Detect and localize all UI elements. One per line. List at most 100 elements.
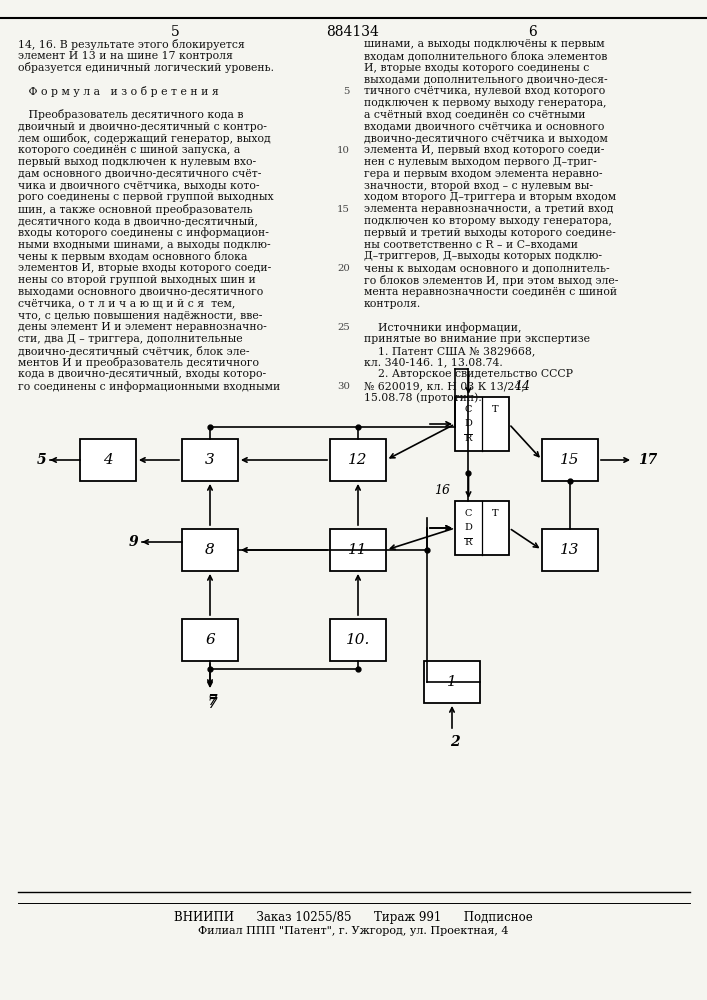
Text: входами двоичного счётчика и основного: входами двоичного счётчика и основного [364, 122, 604, 132]
Text: 10: 10 [337, 146, 350, 155]
Text: 14: 14 [514, 380, 530, 393]
Text: счётчика, о т л и ч а ю щ и й с я  тем,: счётчика, о т л и ч а ю щ и й с я тем, [18, 299, 235, 309]
Text: 6: 6 [205, 633, 215, 647]
Text: шинами, а выходы подключёны к первым: шинами, а выходы подключёны к первым [364, 39, 604, 49]
Text: сти, два Д – триггера, дополнительные: сти, два Д – триггера, дополнительные [18, 334, 243, 344]
Text: гера и первым входом элемента неравно-: гера и первым входом элемента неравно- [364, 169, 602, 179]
Text: № 620019, кл. Н 03 К 13/24,: № 620019, кл. Н 03 К 13/24, [364, 381, 525, 391]
Text: 20: 20 [337, 264, 350, 273]
Bar [542, 529, 598, 571]
Text: 7: 7 [207, 697, 217, 711]
Text: Д–триггеров, Д–выходы которых подклю-: Д–триггеров, Д–выходы которых подклю- [364, 251, 602, 261]
Text: 15.08.78 (прототип).: 15.08.78 (прототип). [364, 393, 481, 403]
Text: образуется единичный логический уровень.: образуется единичный логический уровень. [18, 62, 274, 73]
Text: входам дополнительного блока элементов: входам дополнительного блока элементов [364, 51, 607, 61]
Text: дены элемент И и элемент неравнозначно-: дены элемент И и элемент неравнозначно- [18, 322, 267, 332]
Bar [424, 661, 480, 703]
Text: 2. Авторское свидетельство СССР: 2. Авторское свидетельство СССР [364, 369, 573, 379]
Text: 1. Патент США № 3829668,: 1. Патент США № 3829668, [364, 346, 535, 356]
Text: выходами дополнительного двоично-деся-: выходами дополнительного двоично-деся- [364, 74, 607, 84]
Text: D: D [464, 524, 472, 532]
Text: тичного счётчика, нулевой вход которого: тичного счётчика, нулевой вход которого [364, 86, 605, 96]
Text: двоично-десятичный счётчик, блок эле-: двоично-десятичный счётчик, блок эле- [18, 345, 250, 356]
Text: Филиал ППП "Патент", г. Ужгород, ул. Проектная, 4: Филиал ППП "Патент", г. Ужгород, ул. Про… [198, 926, 508, 936]
Text: подключен ко второму выходу генератора,: подключен ко второму выходу генератора, [364, 216, 612, 226]
Bar [542, 439, 598, 481]
Bar [455, 501, 509, 555]
Text: которого соединён с шиной запуска, а: которого соединён с шиной запуска, а [18, 145, 240, 155]
Text: Ф о р м у л а   и з о б р е т е н и я: Ф о р м у л а и з о б р е т е н и я [18, 86, 218, 97]
Text: принятые во внимание при экспертизе: принятые во внимание при экспертизе [364, 334, 590, 344]
Text: ВНИИПИ      Заказ 10255/85      Тираж 991      Подписное: ВНИИПИ Заказ 10255/85 Тираж 991 Подписно… [174, 910, 532, 924]
Text: 4: 4 [103, 453, 113, 467]
Text: 16: 16 [434, 484, 450, 497]
Bar [182, 619, 238, 661]
Text: 30: 30 [337, 382, 350, 391]
Text: подключен к первому выходу генератора,: подключен к первому выходу генератора, [364, 98, 607, 108]
Text: чика и двоичного счётчика, выходы кото-: чика и двоичного счётчика, выходы кото- [18, 181, 259, 191]
Text: Преобразователь десятичного кода в: Преобразователь десятичного кода в [18, 109, 243, 120]
Text: первый и третий выходы которого соедине-: первый и третий выходы которого соедине- [364, 228, 616, 238]
Text: 6: 6 [529, 25, 537, 39]
Text: лем ошибок, содержащий генератор, выход: лем ошибок, содержащий генератор, выход [18, 133, 271, 144]
Text: 12: 12 [349, 453, 368, 467]
Text: ны соответственно с R – и С–входами: ны соответственно с R – и С–входами [364, 240, 578, 250]
Text: чены к первым входам основного блока: чены к первым входам основного блока [18, 251, 247, 262]
Text: элемента неравнозначности, а третий вход: элемента неравнозначности, а третий вход [364, 204, 614, 214]
Text: 15: 15 [560, 453, 580, 467]
Text: нены со второй группой выходных шин и: нены со второй группой выходных шин и [18, 275, 256, 285]
Text: 14, 16. В результате этого блокируется: 14, 16. В результате этого блокируется [18, 38, 245, 49]
Text: D: D [464, 420, 472, 428]
Text: двоично-десятичного счётчика и выходом: двоично-десятичного счётчика и выходом [364, 133, 608, 143]
Text: R: R [464, 434, 472, 443]
Text: элемент И 13 и на шине 17 контроля: элемент И 13 и на шине 17 контроля [18, 51, 233, 61]
Text: двоичный и двоично-десятичный с контро-: двоичный и двоично-десятичный с контро- [18, 122, 267, 132]
Text: R: R [464, 538, 472, 547]
Text: мента неравнозначности соединён с шиной: мента неравнозначности соединён с шиной [364, 287, 617, 297]
Text: ходом второго Д–триггера и вторым входом: ходом второго Д–триггера и вторым входом [364, 192, 616, 202]
Text: ными входными шинами, а выходы подклю-: ными входными шинами, а выходы подклю- [18, 240, 271, 250]
Text: контроля.: контроля. [364, 299, 421, 309]
Text: 17: 17 [638, 453, 658, 467]
Text: 2: 2 [450, 735, 460, 749]
Text: элементов И, вторые входы которого соеди-: элементов И, вторые входы которого соеди… [18, 263, 271, 273]
Bar [455, 397, 509, 451]
Text: рого соединены с первой группой выходных: рого соединены с первой группой выходных [18, 192, 274, 202]
Text: первый выход подключен к нулевым вхо-: первый выход подключен к нулевым вхо- [18, 157, 256, 167]
Text: 8: 8 [205, 543, 215, 557]
Bar [80, 439, 136, 481]
Text: 5: 5 [170, 25, 180, 39]
Text: кода в двоично-десятичный, входы которо-: кода в двоично-десятичный, входы которо- [18, 369, 266, 379]
Text: что, с целью повышения надёжности, вве-: что, с целью повышения надёжности, вве- [18, 310, 262, 320]
Bar [182, 439, 238, 481]
Text: И, вторые входы которого соединены с: И, вторые входы которого соединены с [364, 63, 589, 73]
Text: ментов И и преобразователь десятичного: ментов И и преобразователь десятичного [18, 357, 259, 368]
Text: 13: 13 [560, 543, 580, 557]
Text: го соединены с информационными входными: го соединены с информационными входными [18, 381, 280, 392]
Bar [330, 439, 386, 481]
Text: 884134: 884134 [327, 25, 380, 39]
Text: 25: 25 [337, 323, 350, 332]
Text: го блоков элементов И, при этом выход эле-: го блоков элементов И, при этом выход эл… [364, 274, 619, 286]
Text: C: C [464, 509, 472, 518]
Text: Источники информации,: Источники информации, [364, 322, 522, 333]
Text: T: T [492, 405, 499, 414]
Text: входы которого соединены с информацион-: входы которого соединены с информацион- [18, 227, 269, 238]
Bar [182, 529, 238, 571]
Text: дам основного двоично-десятичного счёт-: дам основного двоично-десятичного счёт- [18, 169, 262, 179]
Text: нен с нулевым выходом первого Д–триг-: нен с нулевым выходом первого Д–триг- [364, 157, 597, 167]
Text: чены к выходам основного и дополнитель-: чены к выходам основного и дополнитель- [364, 263, 609, 273]
Text: 5: 5 [344, 87, 350, 96]
Text: 11: 11 [349, 543, 368, 557]
Text: кл. 340-146. 1, 13.08.74.: кл. 340-146. 1, 13.08.74. [364, 358, 503, 368]
Text: значности, второй вход – с нулевым вы-: значности, второй вход – с нулевым вы- [364, 181, 593, 191]
Text: 15: 15 [337, 205, 350, 214]
Text: 1: 1 [447, 675, 457, 689]
Text: десятичного кода в двоично-десятичный,: десятичного кода в двоично-десятичный, [18, 216, 258, 226]
Text: C: C [464, 405, 472, 414]
Text: 5: 5 [36, 453, 46, 467]
Text: 3: 3 [205, 453, 215, 467]
Text: элемента И, первый вход которого соеди-: элемента И, первый вход которого соеди- [364, 145, 604, 155]
Text: выходами основного двоично-десятичного: выходами основного двоично-десятичного [18, 287, 263, 297]
Text: 7: 7 [207, 694, 217, 708]
